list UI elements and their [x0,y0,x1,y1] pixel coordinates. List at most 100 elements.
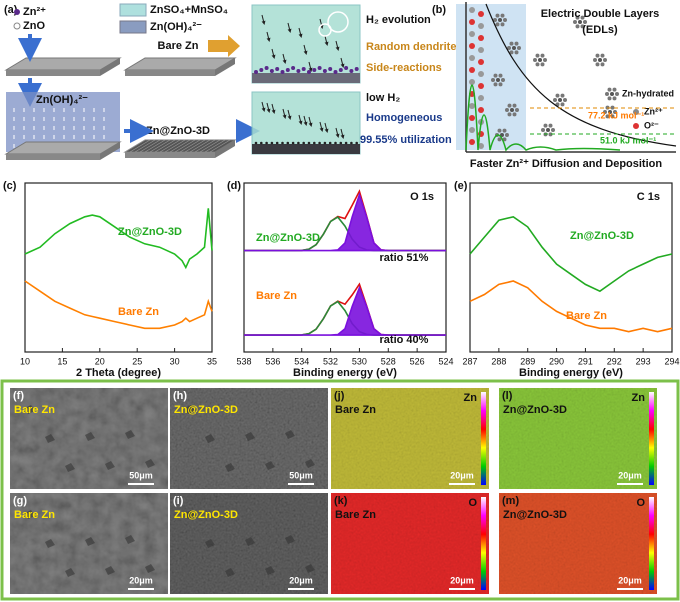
shape [308,116,313,127]
shape [260,141,263,145]
feature [245,537,255,546]
shape [607,96,612,101]
label: Zn-hydrated [622,88,674,98]
series-line [24,280,213,330]
shape [281,141,284,145]
x-tick-label: 534 [294,356,309,366]
series-label: Bare Zn [566,310,607,322]
shape [583,20,587,24]
shape [503,18,507,22]
shape [560,93,565,98]
shape [493,18,497,22]
shape [301,67,306,71]
micrograph-texture [499,388,657,489]
shape [334,141,337,145]
feature [225,463,235,472]
panel-label: (f) [13,390,24,402]
x-axis-label: Binding energy (eV) [519,367,623,379]
shape [493,82,498,87]
shape [328,67,333,71]
feature [185,510,195,519]
label: 77.2 kJ mol⁻¹ [588,110,644,120]
shape [194,139,216,153]
shape [266,31,271,42]
scale-bar-label: 50μm [129,470,153,480]
shape [478,11,484,17]
shape [469,91,475,97]
shape [514,50,519,55]
shape [558,98,562,102]
shape [322,69,327,73]
sample-label: Zn@ZnO-3D [174,509,238,521]
shape [6,70,100,76]
shape [535,62,540,67]
micrograph-texture [499,493,657,594]
shape [215,58,235,76]
shape [189,139,211,153]
shape [280,70,285,74]
feature [25,510,35,519]
shape [469,139,475,145]
shape [254,141,258,145]
shape [319,121,324,132]
label: H₂ evolution [366,14,431,26]
shape [553,98,557,102]
feature [305,564,315,573]
shape [317,66,322,70]
shape [497,137,502,142]
shape [259,68,264,72]
x-tick-label: 528 [381,356,396,366]
label: Zn²⁺ [23,6,46,18]
shape [495,22,500,27]
shape [154,139,176,153]
shape [350,141,353,145]
annotation: ratio 51% [380,252,429,264]
shape [469,79,475,85]
shape [600,62,605,67]
shape [469,43,475,49]
shape [261,14,266,25]
shape [478,59,484,65]
shape [495,13,500,18]
shape [307,70,311,74]
shape [6,154,100,160]
shape [355,141,359,145]
x-tick-label: 30 [170,356,180,366]
label: Zn@ZnO-3D [146,125,210,137]
label: low H₂ [366,92,400,104]
series-line [244,192,446,252]
shape [340,128,345,139]
feature [125,430,135,439]
shape [610,105,615,110]
x-axis-label: 2 Theta (degree) [76,367,161,379]
shape [610,114,615,119]
panel-label: (j) [334,390,345,402]
label: Bare Zn [158,40,199,52]
shape [144,139,166,153]
shape [344,66,349,70]
panel-label: (g) [13,495,27,507]
shape [100,142,120,160]
shape [469,103,475,109]
feature [85,432,95,441]
shape [613,110,617,114]
shape [119,20,147,34]
shape [266,102,271,113]
series-label: Zn@ZnO-3D [256,232,320,244]
shape [308,61,313,72]
color-bar [649,497,654,590]
shape [252,144,360,154]
x-tick-label: 291 [578,356,593,366]
shape [100,58,120,76]
shape [179,139,201,153]
label: Electric Double Layers [541,8,660,20]
shape [298,114,303,125]
shape [603,58,607,62]
shape [291,141,295,145]
shape [615,92,619,96]
shape [491,78,495,82]
shape [338,68,343,72]
series-label: Bare Zn [256,290,297,302]
scale-bar-label: 50μm [289,470,313,480]
